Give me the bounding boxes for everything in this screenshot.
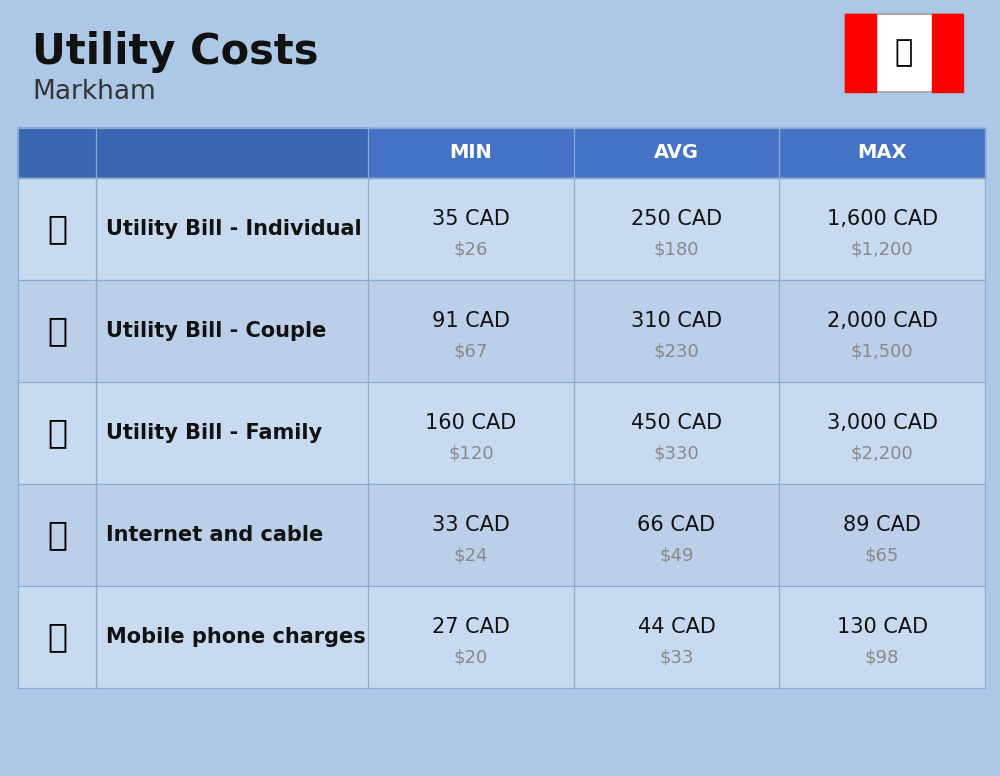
Text: $26: $26 [454, 241, 488, 258]
Bar [18, 382, 985, 484]
Text: Utility Bill - Family: Utility Bill - Family [106, 423, 322, 443]
Text: 🍁: 🍁 [895, 39, 913, 68]
Text: $33: $33 [659, 649, 694, 667]
Text: 250 CAD: 250 CAD [631, 209, 722, 229]
Text: 44 CAD: 44 CAD [638, 617, 715, 637]
Text: Mobile phone charges: Mobile phone charges [106, 627, 366, 647]
Text: $180: $180 [654, 241, 699, 258]
Text: Internet and cable: Internet and cable [106, 525, 323, 545]
Text: $67: $67 [454, 342, 488, 360]
Text: AVG: AVG [654, 144, 699, 162]
Text: 310 CAD: 310 CAD [631, 311, 722, 331]
Bar [18, 128, 985, 178]
Text: 130 CAD: 130 CAD [837, 617, 928, 637]
Text: Markham: Markham [32, 79, 156, 105]
Text: $65: $65 [865, 546, 899, 564]
Text: $49: $49 [659, 546, 694, 564]
Text: $20: $20 [454, 649, 488, 667]
Text: 35 CAD: 35 CAD [432, 209, 510, 229]
Bar [18, 484, 985, 586]
Text: 27 CAD: 27 CAD [432, 617, 510, 637]
Bar [932, 14, 963, 92]
Text: 33 CAD: 33 CAD [432, 514, 510, 535]
Text: MIN: MIN [449, 144, 492, 162]
Text: 🔧: 🔧 [47, 417, 67, 449]
Text: 🔧: 🔧 [47, 213, 67, 245]
Text: 3,000 CAD: 3,000 CAD [827, 413, 938, 433]
Text: $1,500: $1,500 [851, 342, 913, 360]
Text: 450 CAD: 450 CAD [631, 413, 722, 433]
Text: $2,200: $2,200 [851, 445, 914, 462]
Text: 📶: 📶 [47, 518, 67, 552]
Bar [18, 280, 985, 382]
Text: 160 CAD: 160 CAD [425, 413, 516, 433]
Text: 66 CAD: 66 CAD [637, 514, 716, 535]
Text: Utility Bill - Couple: Utility Bill - Couple [106, 321, 326, 341]
Text: 2,000 CAD: 2,000 CAD [827, 311, 938, 331]
Bar [18, 128, 368, 178]
Text: Utility Bill - Individual: Utility Bill - Individual [106, 219, 362, 239]
Bar [18, 586, 985, 688]
Bar [18, 178, 985, 280]
Text: MAX: MAX [857, 144, 907, 162]
Text: Utility Costs: Utility Costs [32, 31, 318, 73]
Text: 1,600 CAD: 1,600 CAD [827, 209, 938, 229]
Text: $24: $24 [454, 546, 488, 564]
Text: 89 CAD: 89 CAD [843, 514, 921, 535]
Text: 📱: 📱 [47, 621, 67, 653]
Text: 91 CAD: 91 CAD [432, 311, 510, 331]
Text: 🔧: 🔧 [47, 314, 67, 348]
Text: $120: $120 [448, 445, 494, 462]
Bar [845, 14, 963, 92]
Text: $330: $330 [654, 445, 699, 462]
Text: $98: $98 [865, 649, 899, 667]
Text: $230: $230 [654, 342, 699, 360]
Text: $1,200: $1,200 [851, 241, 913, 258]
Bar [845, 14, 876, 92]
